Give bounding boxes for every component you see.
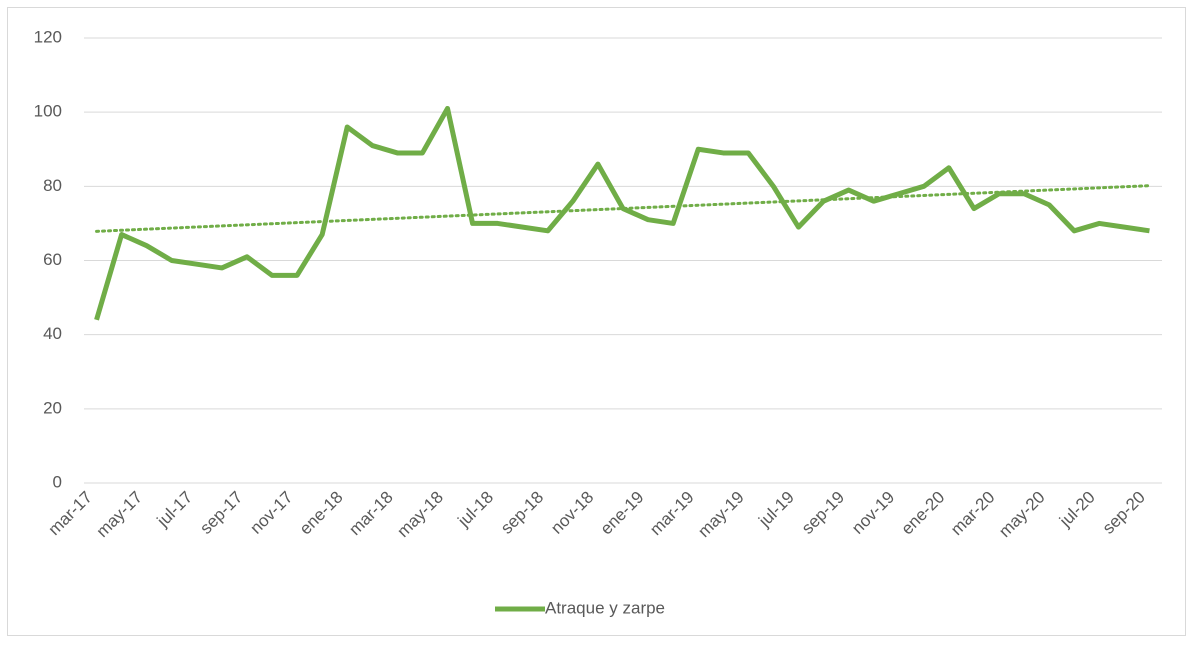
y-tick-label: 0 <box>53 472 62 491</box>
y-tick-label: 100 <box>34 102 62 121</box>
y-tick-label: 80 <box>43 176 62 195</box>
y-tick-label: 20 <box>43 398 62 417</box>
data-line <box>94 105 1150 321</box>
chart-border <box>7 7 1186 636</box>
y-tick-label: 40 <box>43 324 62 343</box>
y-tick-label: 120 <box>34 27 62 46</box>
legend-label: Atraque y zarpe <box>545 598 665 617</box>
y-tick-label: 60 <box>43 250 62 269</box>
